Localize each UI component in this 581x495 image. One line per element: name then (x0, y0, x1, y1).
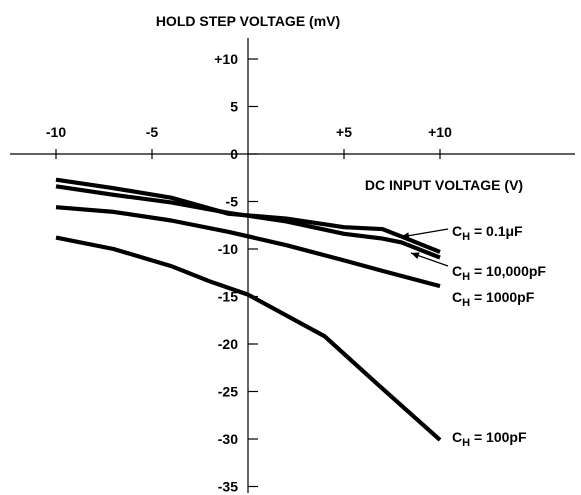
series-line-3 (55, 205, 441, 289)
series-label-4: CH = 100pF (452, 429, 527, 449)
y-tick-label: -35 (218, 479, 238, 495)
series-label-1: CH = 0.1μF (452, 223, 523, 243)
series-line-2 (55, 184, 441, 260)
series-line-1 (55, 177, 441, 254)
y-tick-label: -25 (218, 384, 238, 400)
y-axis-title: HOLD STEP VOLTAGE (mV) (156, 13, 340, 29)
series-line-4 (55, 235, 442, 442)
y-tick-label: -10 (218, 241, 238, 257)
y-tick-label: -15 (218, 289, 238, 305)
series-labels: CH = 0.1μF CH = 10,000pF CH = 1000pF CH = 1… (400, 223, 546, 449)
series-label-2: CH = 10,000pF (452, 263, 546, 283)
x-axis-title: DC INPUT VOLTAGE (V) (365, 177, 523, 193)
y-tick-label: 5 (230, 99, 238, 115)
x-tick-label: +10 (428, 124, 452, 140)
leader-arrow-1-head (401, 232, 410, 240)
y-tick-label: +10 (214, 51, 238, 67)
axes (10, 38, 575, 493)
x-tick-label: +5 (336, 124, 352, 140)
y-tick-label: 0 (230, 146, 238, 162)
y-tick-label: -5 (226, 194, 239, 210)
x-tick-label: -5 (146, 124, 159, 140)
leader-arrow-2-head (411, 252, 420, 259)
y-tick-label: -20 (218, 336, 238, 352)
series-label-3: CH = 1000pF (452, 289, 535, 309)
ticks: -10 -5 +5 +10 +10 5 0 -5 -10 -15 -20 -25 -30 -35 (46, 51, 452, 495)
y-tick-label: -30 (218, 431, 238, 447)
x-tick-label: -10 (46, 124, 66, 140)
series-lines (55, 177, 442, 442)
